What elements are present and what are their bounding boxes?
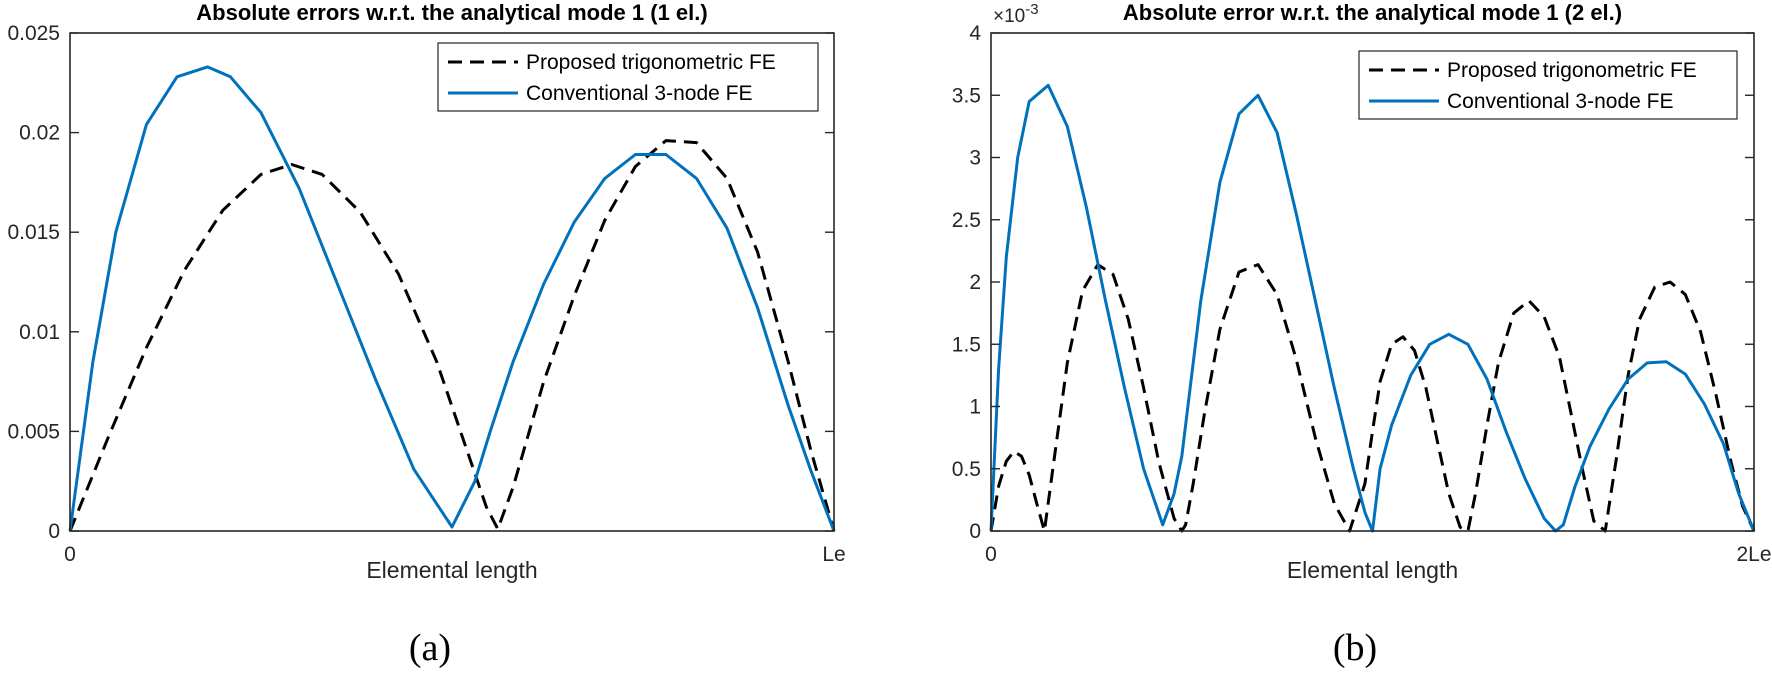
series-line-proposed xyxy=(989,263,1756,533)
legend-label: Proposed trigonometric FE xyxy=(1447,59,1697,82)
x-tick-label: 0 xyxy=(985,543,997,566)
axes-box xyxy=(69,32,835,532)
y-tick-label: 2 xyxy=(969,271,981,294)
x-axis-title: Elemental length xyxy=(366,557,537,583)
legend: Proposed trigonometric FE Conventional 3-… xyxy=(437,42,819,112)
y-tick-label: 2.5 xyxy=(952,209,981,232)
x-tick-label: 2Le xyxy=(1736,543,1771,566)
y-tick-label: 0.02 xyxy=(19,122,60,145)
subfigure-caption: (a) xyxy=(409,627,451,669)
legend-label: Conventional 3-node FE xyxy=(526,82,752,105)
y-tick-label: 1.5 xyxy=(952,333,981,356)
subfigure-caption: (b) xyxy=(1333,627,1377,669)
y-tick-label: 0.005 xyxy=(7,420,60,443)
y-exponent-label: ×10-3 xyxy=(993,1,1039,27)
x-tick-label: 0 xyxy=(64,543,76,566)
chart-title: Absolute errors w.r.t. the analytical mo… xyxy=(196,0,707,25)
y-tick-label: 0.01 xyxy=(19,321,60,344)
legend-label: Conventional 3-node FE xyxy=(1447,90,1673,113)
legend: Proposed trigonometric FE Conventional 3-… xyxy=(1358,50,1738,120)
y-tick-label: 0.015 xyxy=(7,221,60,244)
chart-title: Absolute error w.r.t. the analytical mod… xyxy=(1123,0,1622,25)
x-tick-label: Le xyxy=(822,543,845,566)
legend-label: Proposed trigonometric FE xyxy=(526,51,776,74)
chart-panel-a: Absolute errors w.r.t. the analytical mo… xyxy=(7,0,845,669)
y-tick-label: 3 xyxy=(969,147,981,170)
legend-box xyxy=(1358,50,1738,120)
series-line-proposed xyxy=(68,139,836,532)
y-tick-label: 4 xyxy=(969,22,981,45)
y-tick-label: 0 xyxy=(48,520,60,543)
y-tick-label: 3.5 xyxy=(952,84,981,107)
chart-panel-b: Absolute error w.r.t. the analytical mod… xyxy=(952,0,1772,669)
series-line-conventional xyxy=(68,65,836,532)
x-axis-title: Elemental length xyxy=(1287,557,1458,583)
legend-box xyxy=(437,42,819,112)
series-line-conventional xyxy=(989,83,1756,533)
y-tick-label: 1 xyxy=(969,396,981,419)
y-tick-label: 0.5 xyxy=(952,458,981,481)
y-tick-label: 0.025 xyxy=(7,22,60,45)
y-tick-label: 0 xyxy=(969,520,981,543)
